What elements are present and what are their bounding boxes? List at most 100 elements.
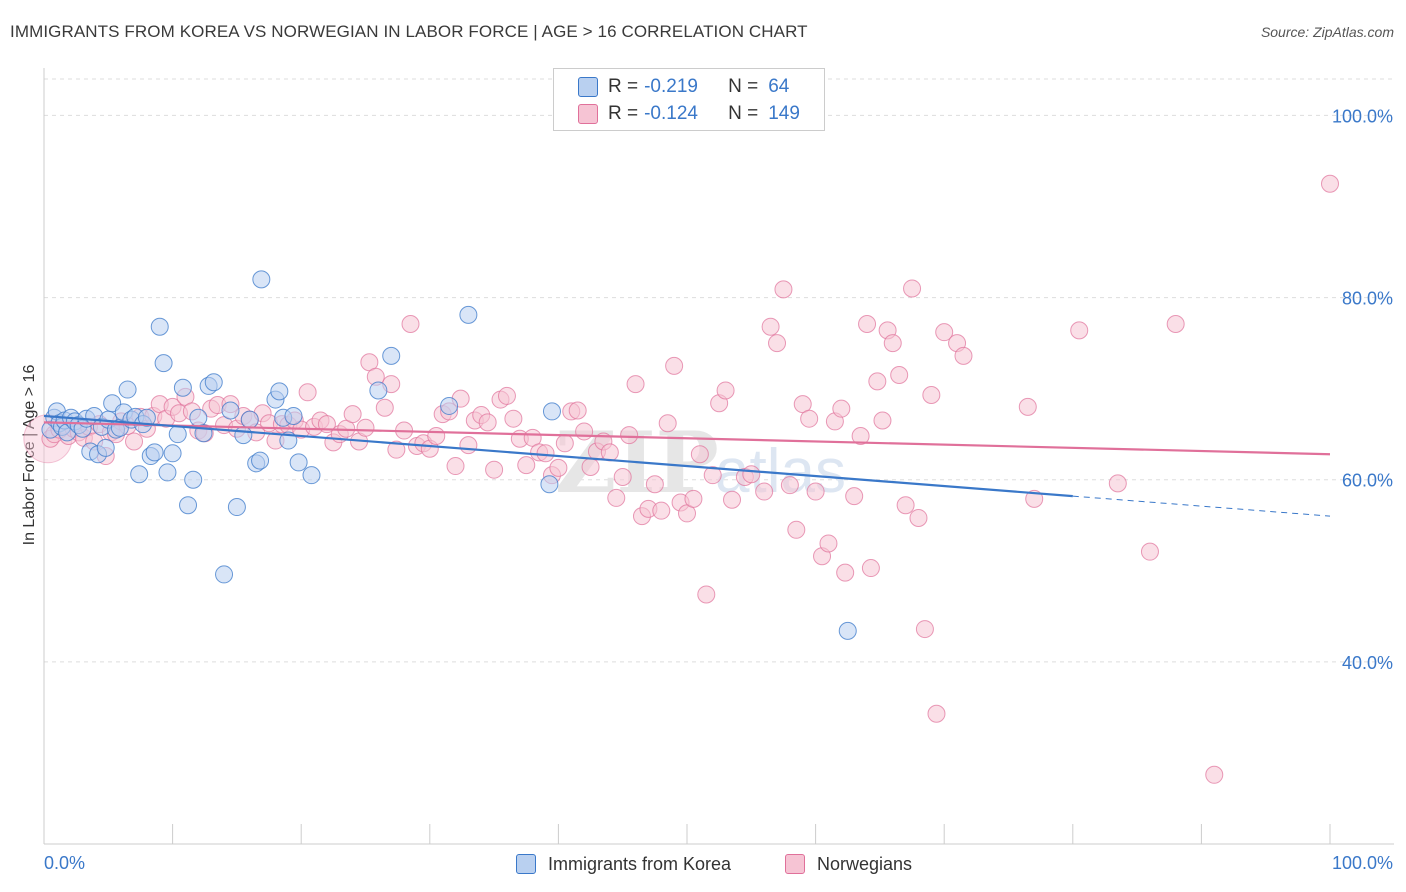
norwegians-point [883, 334, 902, 353]
norwegians-point [575, 422, 594, 441]
norwegians-point [658, 414, 677, 433]
legend-n-value: 149 [768, 103, 800, 124]
legend-row-korea: R = -0.219 N = 64 [578, 75, 789, 99]
norwegians-point [1108, 474, 1127, 493]
norwegians-point [890, 365, 909, 384]
norwegians-point [819, 534, 838, 553]
korea-point [252, 270, 271, 289]
norwegians-point [690, 445, 709, 464]
korea-point [838, 621, 857, 640]
y-tick-label: 40.0% [1342, 653, 1393, 673]
norwegians-point [927, 704, 946, 723]
norwegians-point [478, 413, 497, 432]
korea-point [227, 498, 246, 517]
norwegians-point [768, 334, 787, 353]
norwegians-swatch [578, 104, 598, 124]
korea-point [189, 408, 208, 427]
norwegians-point [703, 466, 722, 485]
korea-legend-swatch [516, 854, 536, 874]
norwegians-point [1205, 765, 1224, 784]
legend-r-value: -0.124 [644, 103, 698, 124]
norwegians-point [375, 398, 394, 417]
norwegians-point [555, 434, 574, 453]
norwegians-point [356, 418, 375, 437]
korea-point [168, 425, 187, 444]
norwegians-point [1018, 397, 1037, 416]
korea-point [163, 444, 182, 463]
korea-point [251, 451, 270, 470]
korea-point [215, 565, 234, 584]
norwegians-point [806, 482, 825, 501]
norwegians-point [1166, 314, 1185, 333]
norwegians-point [836, 563, 855, 582]
korea-trend-line [43, 414, 1073, 498]
legend-row-norwegians: R = -0.124 N = 149 [578, 102, 800, 126]
norwegians-point [626, 375, 645, 394]
norwegians-point [697, 585, 716, 604]
legend-r-value: -0.219 [644, 76, 698, 97]
norwegians-point [485, 460, 504, 479]
x-tick-label-max: 100.0% [1332, 853, 1393, 873]
korea-point [145, 443, 164, 462]
norwegians-point [401, 314, 420, 333]
norwegians-point [459, 436, 478, 455]
norwegians-point [645, 475, 664, 494]
korea-point [221, 401, 240, 420]
norwegians-point [780, 476, 799, 495]
trend-lines [43, 414, 1331, 517]
legend-n-label: N = [728, 76, 759, 97]
legend-n-value: 64 [768, 76, 790, 97]
korea-point [118, 380, 137, 399]
axes [43, 68, 1394, 845]
norwegians-point [845, 487, 864, 506]
korea-point [459, 305, 478, 324]
korea-point [240, 410, 259, 429]
norwegians-point [800, 409, 819, 428]
norwegians-point [497, 386, 516, 405]
norwegians-point [742, 465, 761, 484]
norwegians-legend-swatch [785, 854, 805, 874]
korea-trend-extension [1072, 495, 1331, 517]
norwegians-legend-label: Norwegians [817, 853, 913, 874]
norwegians-point [922, 386, 941, 405]
norwegians-point [549, 458, 568, 477]
korea-point [542, 402, 561, 421]
korea-point [173, 378, 192, 397]
norwegians-point [665, 356, 684, 375]
legend-r-label: R = [608, 103, 639, 124]
norwegians-point [125, 432, 144, 451]
gridlines [44, 78, 1394, 663]
norwegians-point [954, 346, 973, 365]
norwegians-point [600, 443, 619, 462]
norwegians-point [761, 317, 780, 336]
korea-point [96, 438, 115, 457]
norwegians-point [1140, 542, 1159, 561]
norwegians-point [343, 405, 362, 424]
norwegians-point [935, 323, 954, 342]
source-label: Source: ZipAtlas.com [1260, 24, 1394, 40]
korea-point [137, 408, 156, 427]
bottom-legend-korea: Immigrants from Korea [516, 852, 731, 876]
korea-point [184, 470, 203, 489]
norwegians-point [298, 383, 317, 402]
norwegians-point [620, 426, 639, 445]
tick-labels: 40.0% 60.0% 80.0% 100.0% 0.0% 100.0% [44, 106, 1393, 873]
y-tick-label: 100.0% [1332, 106, 1393, 126]
norwegians-point [446, 457, 465, 476]
korea-point [382, 346, 401, 365]
norwegians-point [861, 559, 880, 578]
norwegians-point [915, 620, 934, 639]
norwegians-point [723, 490, 742, 509]
norwegians-point [536, 444, 555, 463]
norwegians-point [716, 381, 735, 400]
norwegians-point [1025, 489, 1044, 508]
korea-point [369, 381, 388, 400]
norwegians-point [652, 501, 671, 520]
korea-point [302, 466, 321, 485]
korea-point [440, 396, 459, 415]
norwegians-point [1070, 321, 1089, 340]
korea-point [204, 373, 223, 392]
bottom-legend-norwegians: Norwegians [785, 852, 912, 876]
legend-n-label: N = [728, 103, 759, 124]
